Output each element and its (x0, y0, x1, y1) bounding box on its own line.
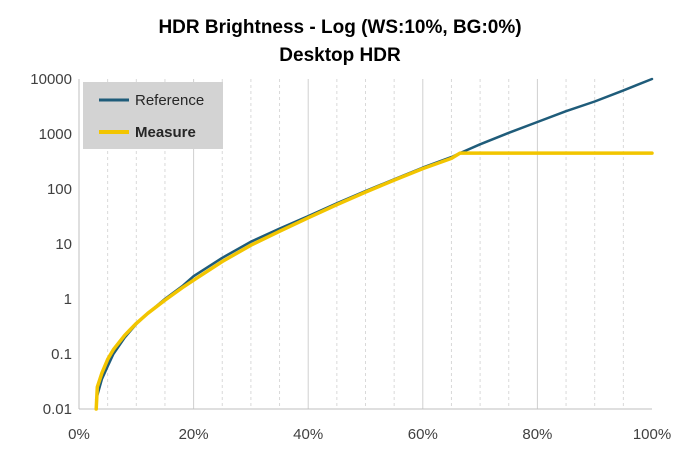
axes (78, 79, 652, 410)
y-tick-label: 10 (55, 236, 72, 253)
x-tick-label: 20% (179, 426, 209, 443)
chart-subtitle: Desktop HDR (279, 45, 401, 66)
y-tick-label: 1000 (39, 126, 72, 143)
legend-label-measure: Measure (135, 124, 196, 141)
y-tick-label: 10000 (30, 71, 72, 88)
y-tick-labels: 0.01 0.1 1 10 100 1000 10000 (30, 71, 72, 418)
y-tick-label: 0.01 (43, 401, 72, 418)
y-tick-label: 100 (47, 181, 72, 198)
x-tick-label: 60% (408, 426, 438, 443)
x-tick-label: 80% (522, 426, 552, 443)
legend-label-reference: Reference (135, 92, 204, 109)
y-tick-label: 1 (64, 291, 72, 308)
legend: Reference Measure (83, 82, 223, 149)
x-tick-label: 40% (293, 426, 323, 443)
legend-box (83, 82, 223, 149)
series-line-measure (94, 151, 654, 411)
y-tick-label: 0.1 (51, 346, 72, 363)
series-lines (94, 77, 654, 411)
chart-title: HDR Brightness - Log (WS:10%, BG:0%) (158, 17, 521, 38)
x-tick-labels: 0% 20% 40% 60% 80% 100% (68, 426, 671, 443)
x-tick-label: 100% (633, 426, 671, 443)
x-tick-label: 0% (68, 426, 90, 443)
